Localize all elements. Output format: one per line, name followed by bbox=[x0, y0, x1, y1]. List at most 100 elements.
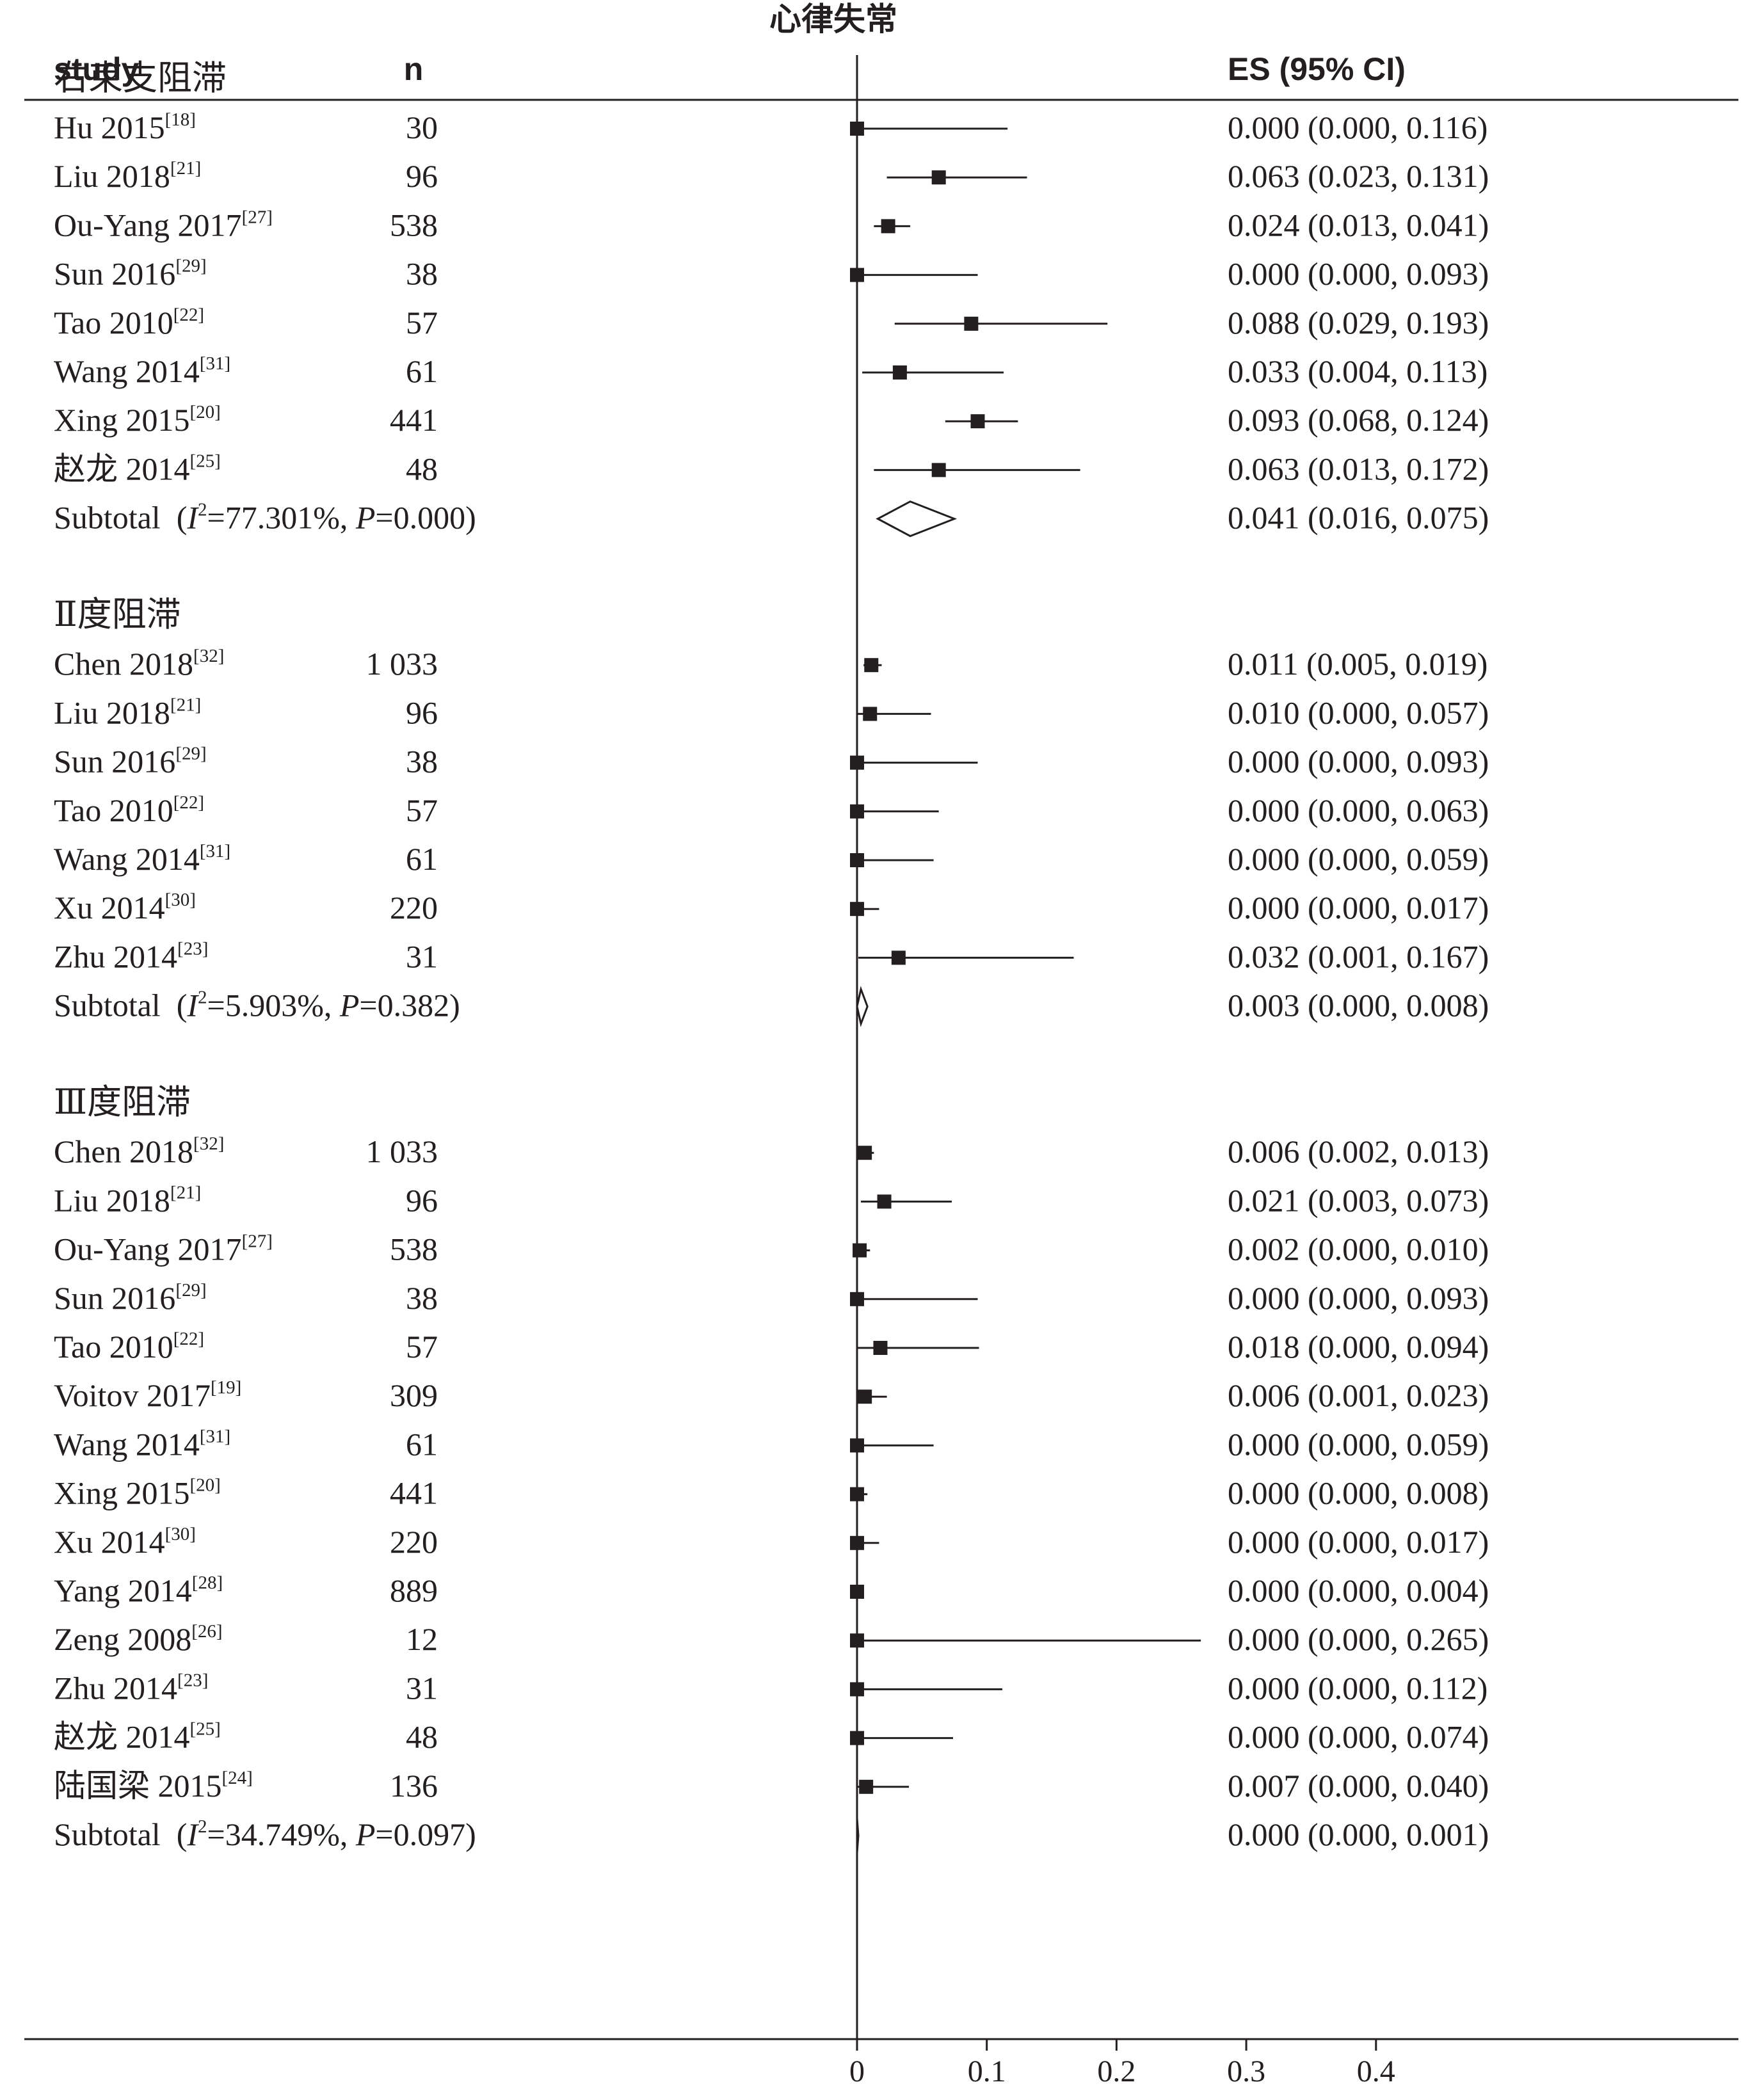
point-estimate bbox=[964, 316, 979, 331]
study-label: Zeng 2008[26] bbox=[54, 1621, 223, 1657]
study-n: 220 bbox=[390, 890, 438, 925]
subtotal-diamond bbox=[856, 986, 869, 1027]
point-estimate bbox=[850, 1438, 864, 1453]
subtotal-es-ci: 0.003 (0.000, 0.008) bbox=[1228, 988, 1489, 1023]
study-label: Wang 2014[31] bbox=[54, 841, 230, 877]
study-es-ci: 0.033 (0.004, 0.113) bbox=[1228, 353, 1487, 389]
study-n: 96 bbox=[406, 1182, 438, 1218]
study-n: 38 bbox=[406, 1280, 438, 1316]
x-tick-label: 0.4 bbox=[1357, 2054, 1395, 2088]
study-label: Yang 2014[28] bbox=[54, 1573, 223, 1608]
point-estimate bbox=[858, 1389, 872, 1404]
study-label: Sun 2016[29] bbox=[54, 1280, 207, 1316]
study-es-ci: 0.000 (0.000, 0.074) bbox=[1228, 1719, 1489, 1755]
group-label: 右束支阻滞 bbox=[54, 59, 227, 97]
study-label: Liu 2018[21] bbox=[54, 1182, 201, 1218]
study-es-ci: 0.000 (0.000, 0.265) bbox=[1228, 1621, 1489, 1657]
x-tick-label: 0.1 bbox=[968, 2054, 1006, 2088]
study-n: 61 bbox=[406, 1426, 438, 1462]
point-estimate bbox=[863, 707, 878, 721]
study-label: Zhu 2014[23] bbox=[54, 938, 208, 974]
point-estimate bbox=[850, 853, 864, 867]
study-label: 陆国梁 2015[24] bbox=[54, 1768, 253, 1804]
point-estimate bbox=[850, 1633, 864, 1648]
study-n: 1 033 bbox=[366, 646, 438, 682]
study-es-ci: 0.021 (0.003, 0.073) bbox=[1228, 1182, 1489, 1218]
study-n: 57 bbox=[406, 792, 438, 828]
study-label: Wang 2014[31] bbox=[54, 1426, 230, 1462]
study-n: 31 bbox=[406, 1670, 438, 1706]
study-es-ci: 0.000 (0.000, 0.093) bbox=[1228, 1280, 1489, 1316]
study-es-ci: 0.024 (0.013, 0.041) bbox=[1228, 207, 1489, 243]
subtotal-es-ci: 0.041 (0.016, 0.075) bbox=[1228, 500, 1489, 536]
point-estimate bbox=[873, 1341, 888, 1355]
study-label: Sun 2016[29] bbox=[54, 744, 207, 780]
study-label: Tao 2010[22] bbox=[54, 1329, 204, 1365]
study-es-ci: 0.011 (0.005, 0.019) bbox=[1228, 646, 1487, 682]
study-n: 220 bbox=[390, 1524, 438, 1560]
study-es-ci: 0.093 (0.068, 0.124) bbox=[1228, 402, 1489, 438]
point-estimate bbox=[850, 1585, 864, 1599]
x-tick-label: 0.3 bbox=[1227, 2054, 1265, 2088]
study-n: 61 bbox=[406, 841, 438, 877]
point-estimate bbox=[970, 414, 985, 429]
point-estimate bbox=[850, 1731, 864, 1745]
point-estimate bbox=[864, 658, 879, 673]
point-estimate bbox=[892, 365, 907, 380]
point-estimate bbox=[850, 1535, 864, 1550]
study-es-ci: 0.006 (0.002, 0.013) bbox=[1228, 1133, 1489, 1169]
study-es-ci: 0.000 (0.000, 0.017) bbox=[1228, 890, 1489, 925]
point-estimate bbox=[881, 219, 895, 234]
study-es-ci: 0.002 (0.000, 0.010) bbox=[1228, 1231, 1489, 1267]
study-n: 441 bbox=[390, 402, 438, 438]
point-estimate bbox=[891, 950, 906, 965]
study-es-ci: 0.000 (0.000, 0.063) bbox=[1228, 792, 1489, 828]
study-n: 96 bbox=[406, 158, 438, 194]
study-n: 31 bbox=[406, 938, 438, 974]
study-label: Ou-Yang 2017[27] bbox=[54, 1231, 273, 1267]
study-n: 1 033 bbox=[366, 1133, 438, 1169]
study-n: 57 bbox=[406, 305, 438, 340]
study-n: 441 bbox=[390, 1475, 438, 1511]
study-n: 38 bbox=[406, 256, 438, 292]
column-header-n: n bbox=[404, 51, 424, 87]
study-es-ci: 0.063 (0.023, 0.131) bbox=[1228, 158, 1489, 194]
study-es-ci: 0.000 (0.000, 0.093) bbox=[1228, 256, 1489, 292]
study-n: 48 bbox=[406, 1719, 438, 1755]
study-label: Wang 2014[31] bbox=[54, 353, 230, 389]
point-estimate bbox=[858, 1146, 872, 1160]
study-label: Liu 2018[21] bbox=[54, 694, 201, 730]
point-estimate bbox=[850, 902, 864, 917]
study-n: 538 bbox=[390, 207, 438, 243]
study-es-ci: 0.006 (0.001, 0.023) bbox=[1228, 1377, 1489, 1413]
point-estimate bbox=[859, 1779, 874, 1794]
study-label: Xu 2014[30] bbox=[54, 1524, 196, 1560]
point-estimate bbox=[931, 170, 946, 185]
study-label: Ou-Yang 2017[27] bbox=[54, 207, 273, 243]
study-n: 309 bbox=[390, 1377, 438, 1413]
subtotal-diamond bbox=[876, 500, 958, 538]
study-label: Voitov 2017[19] bbox=[54, 1377, 241, 1413]
study-label: Tao 2010[22] bbox=[54, 792, 204, 828]
subtotal-label: Subtotal (I2=34.749%, P=0.097) bbox=[54, 1816, 476, 1852]
study-n: 30 bbox=[406, 109, 438, 145]
column-header-es: ES (95% CI) bbox=[1228, 51, 1406, 87]
x-tick-label: 0.2 bbox=[1097, 2054, 1135, 2088]
study-n: 889 bbox=[390, 1573, 438, 1608]
subtotal-label: Subtotal (I2=77.301%, P=0.000) bbox=[54, 500, 476, 536]
study-n: 96 bbox=[406, 694, 438, 730]
study-n: 57 bbox=[406, 1329, 438, 1365]
study-n: 38 bbox=[406, 744, 438, 780]
study-label: Sun 2016[29] bbox=[54, 256, 207, 292]
point-estimate bbox=[850, 1682, 864, 1697]
study-label: 赵龙 2014[25] bbox=[54, 1719, 221, 1755]
study-n: 12 bbox=[406, 1621, 438, 1657]
point-estimate bbox=[850, 122, 864, 136]
study-es-ci: 0.000 (0.000, 0.112) bbox=[1228, 1670, 1487, 1706]
study-es-ci: 0.088 (0.029, 0.193) bbox=[1228, 305, 1489, 340]
study-es-ci: 0.000 (0.000, 0.093) bbox=[1228, 744, 1489, 780]
subtotal-es-ci: 0.000 (0.000, 0.001) bbox=[1228, 1816, 1489, 1852]
point-estimate bbox=[850, 268, 864, 282]
study-label: Xing 2015[20] bbox=[54, 402, 221, 438]
